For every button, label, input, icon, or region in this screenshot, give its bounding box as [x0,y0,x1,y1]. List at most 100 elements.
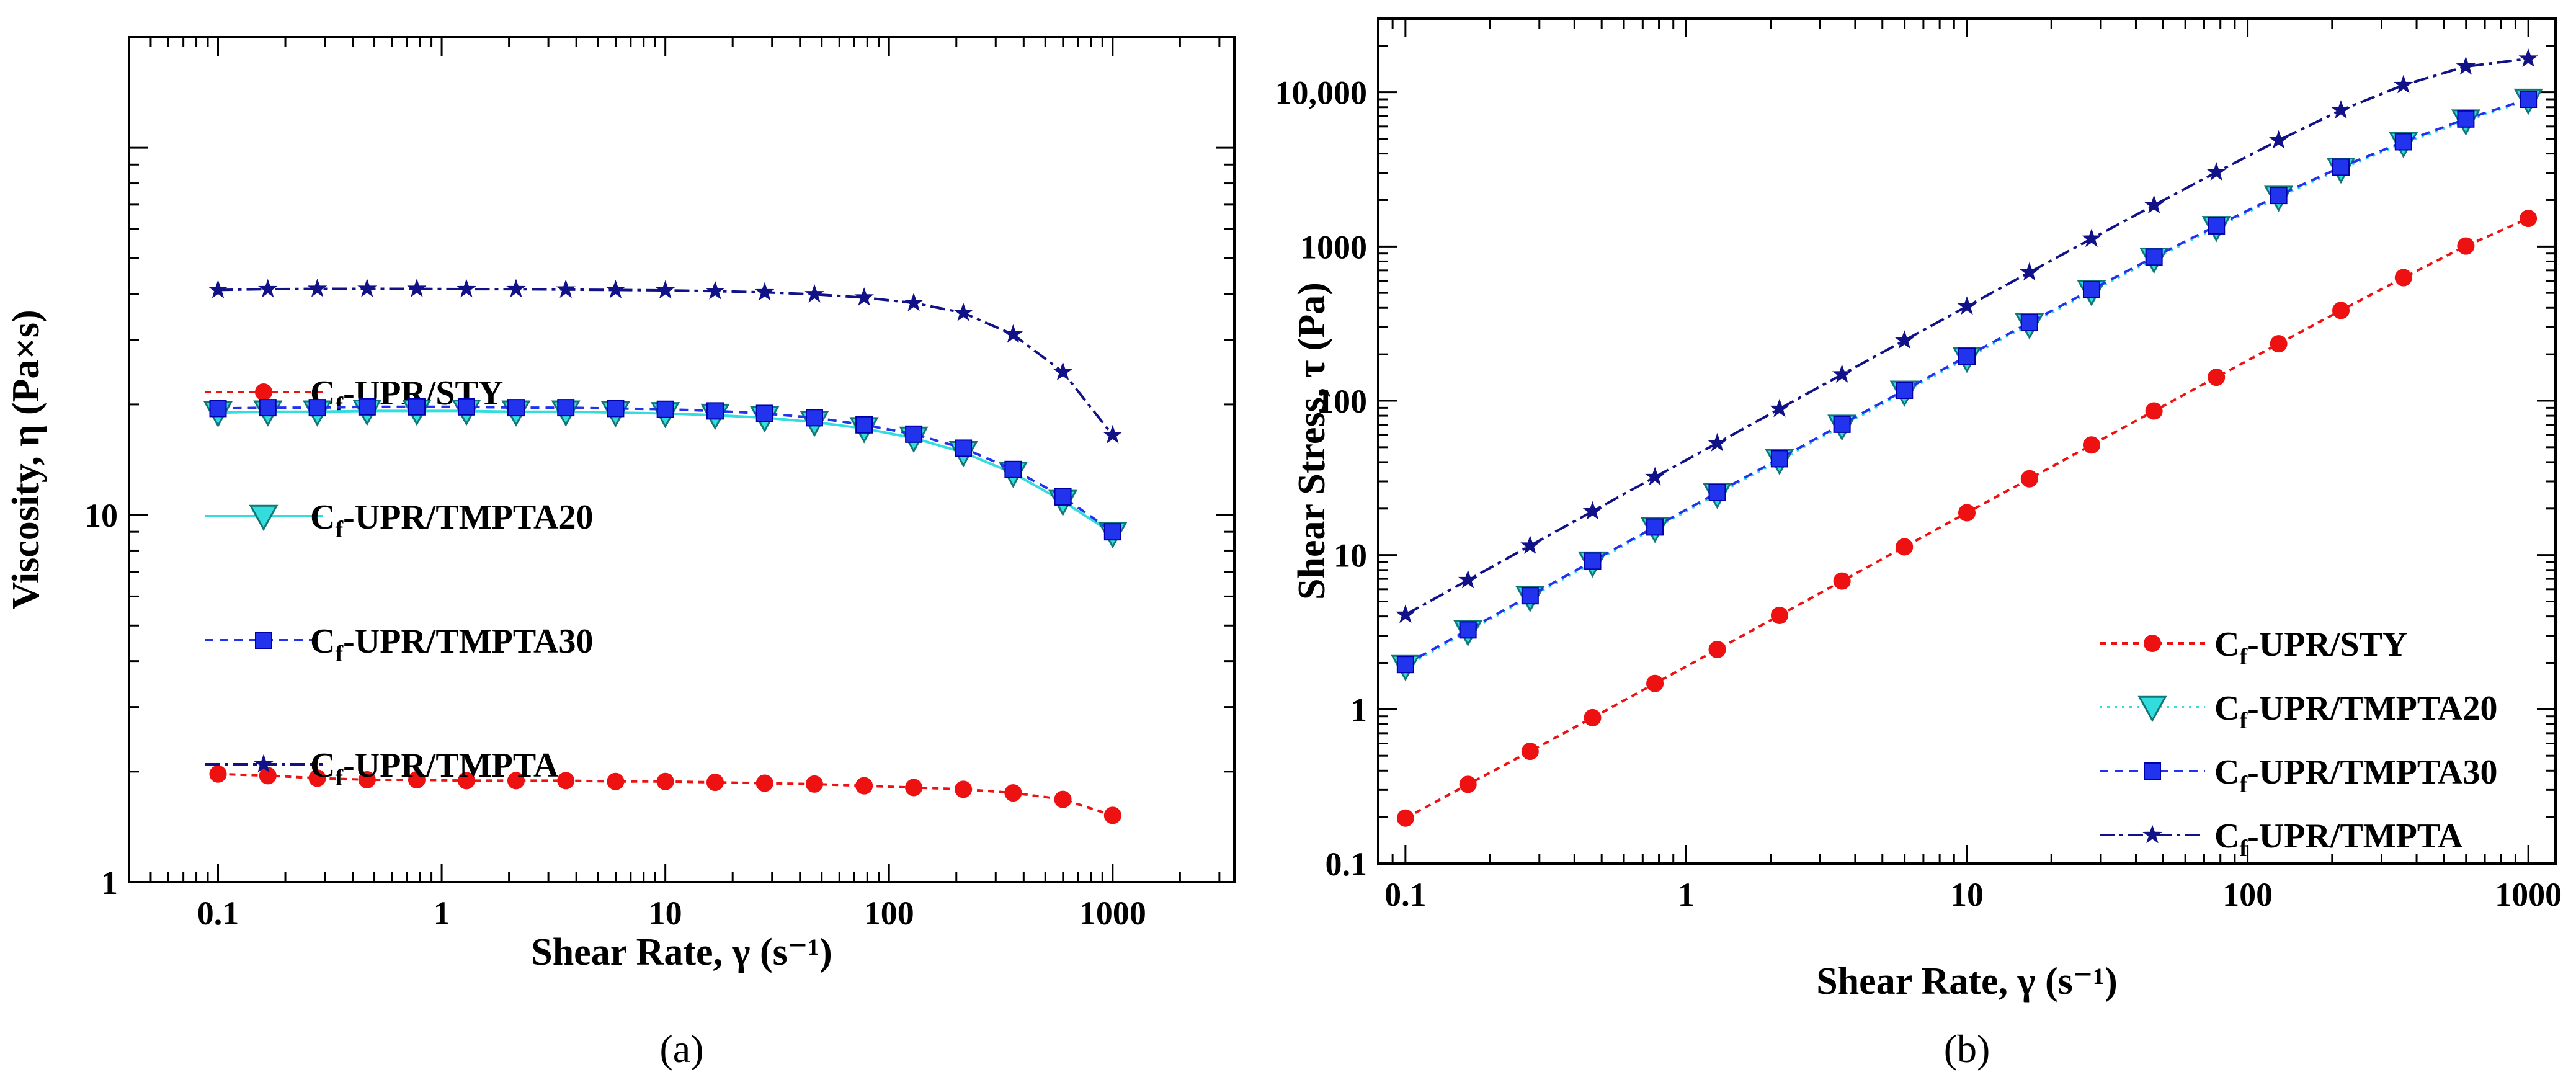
data-point [1103,424,1123,444]
legend-label-suffix: -UPR/TMPTA20 [2247,689,2497,728]
data-point [955,439,973,457]
data-point [2020,262,2039,281]
data-point [1584,708,1602,726]
y-tick-label: 1 [101,864,118,901]
data-point [1582,501,1603,520]
data-point [506,279,526,298]
legend-item: Cf-UPR/TMPTA30 [2100,753,2497,798]
data-point [457,772,475,790]
legend-label-sub: f [335,765,344,791]
data-point [1770,607,1788,625]
legend-marker [2144,635,2161,652]
data-point [2206,162,2226,181]
data-point [805,409,823,427]
series-upr-tmpta [1396,48,2538,623]
data-point [1833,415,1851,433]
x-tick-label: 1 [1678,876,1695,913]
legend-label-main: C [2214,625,2239,664]
data-point [1770,398,1789,418]
data-point [1396,604,1415,623]
data-point [1521,743,1539,761]
data-point [557,772,575,790]
data-point [2457,237,2475,255]
data-point [1396,809,1414,827]
data-point [307,278,328,297]
legend-label-main: C [2214,689,2239,728]
legend-label-main: C [2214,753,2239,792]
legend-label: Cf-UPR/TMPTA [310,746,559,791]
legend-label: Cf-UPR/TMPTA20 [2214,689,2497,734]
legend-label: Cf-UPR/TMPTA [2214,817,2463,862]
legend-marker [2144,762,2161,780]
y-tick-label: 1000 [1300,228,1367,266]
data-point [308,769,326,787]
y-tick-label: 100 [1317,383,1367,420]
data-point [1459,621,1477,639]
data-point [1458,570,1478,589]
data-point [1521,587,1539,605]
y-axis-title: Viscosity, η (Pa×s) [5,310,47,609]
data-point [2457,110,2475,128]
data-point [1003,324,1023,343]
data-point [2520,91,2538,109]
legend-label-suffix: -UPR/TMPTA [343,746,559,785]
y-tick-label: 1 [1350,691,1367,728]
series-upr-tmpta30 [1396,91,2538,674]
series-upr-tmpta30 [209,398,1121,541]
y-tick-label: 0.1 [1326,846,1368,883]
x-tick-label: 1000 [1079,895,1146,932]
data-point [2394,133,2412,151]
data-point [1054,488,1072,506]
data-point [358,398,376,416]
legend-marker [249,504,279,532]
data-point [2208,369,2226,386]
series-line [1404,99,2529,668]
x-tick-label: 0.1 [1384,876,1427,913]
x-tick-label: 1000 [2495,876,2562,913]
x-tick-label: 100 [2222,876,2273,913]
data-point [1957,296,1977,315]
data-point [904,292,924,311]
data-point [2394,74,2413,94]
data-point [208,279,228,298]
data-point [655,280,675,299]
series-upr-sty [209,765,1121,824]
legend-label: Cf-UPR/TMPTA20 [310,498,593,543]
data-point [1707,432,1727,452]
data-point [607,772,625,790]
data-point [2144,195,2164,214]
data-point [357,278,377,297]
data-point [656,772,674,790]
data-point [2518,48,2538,67]
data-point [1004,784,1022,802]
data-point [1584,552,1602,570]
data-point [408,771,426,789]
data-point [805,775,823,793]
series-line [1404,98,2529,666]
data-point [605,279,626,298]
legend-marker [255,383,272,401]
data-point [905,779,923,797]
data-point [457,279,476,298]
data-point [854,287,874,306]
data-point [2020,470,2038,488]
series-upr-tmpta20 [1391,88,2543,682]
legend-marker [2137,695,2167,723]
data-point [408,398,426,416]
data-point [1958,504,1976,522]
data-point [855,416,873,434]
legend-marker [2142,824,2162,844]
data-point [2208,217,2226,235]
data-point [2332,158,2350,176]
legend-label-sub: f [2239,644,2248,670]
data-point [556,279,576,298]
y-tick-label: 10 [84,497,118,534]
data-point [1645,467,1665,486]
x-axis-title: Shear Rate, γ (s⁻¹) [531,931,832,973]
data-point [1896,538,1914,556]
data-point [905,425,923,443]
legend-label-suffix: -UPR/TMPTA30 [343,622,593,661]
legend-label-main: C [310,622,335,661]
legend-label-main: C [2214,817,2239,855]
